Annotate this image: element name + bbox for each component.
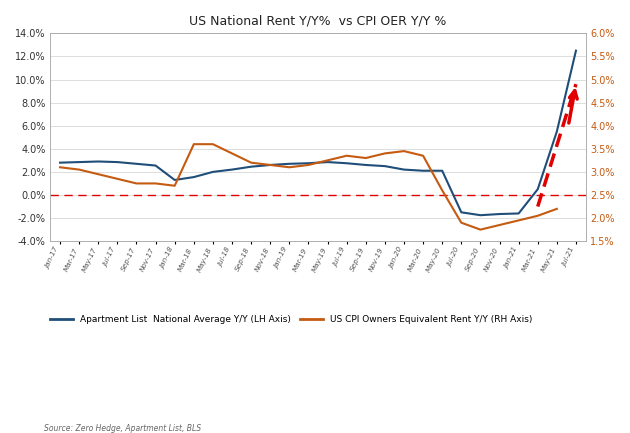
- Legend: Apartment List  National Average Y/Y (LH Axis), US CPI Owners Equivalent Rent Y/: Apartment List National Average Y/Y (LH …: [47, 312, 536, 328]
- Text: Source: Zero Hedge, Apartment List, BLS: Source: Zero Hedge, Apartment List, BLS: [44, 424, 201, 433]
- Title: US National Rent Y/Y%  vs CPI OER Y/Y %: US National Rent Y/Y% vs CPI OER Y/Y %: [189, 15, 447, 28]
